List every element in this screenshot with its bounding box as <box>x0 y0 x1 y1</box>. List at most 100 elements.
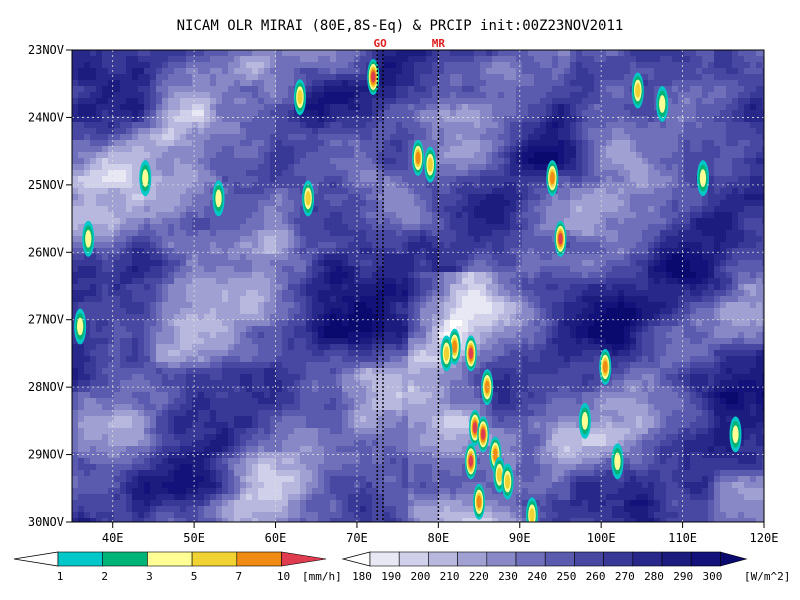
olr-cell <box>318 242 325 249</box>
olr-cell <box>270 380 277 387</box>
olr-cell <box>426 122 433 129</box>
olr-cell <box>96 284 103 291</box>
olr-cell <box>414 272 421 279</box>
olr-cell <box>396 110 403 117</box>
olr-cell <box>186 284 193 291</box>
olr-cell <box>324 176 331 183</box>
olr-cell <box>198 284 205 291</box>
olr-cell <box>222 254 229 261</box>
olr-cell <box>234 266 241 273</box>
olr-cell <box>90 386 97 393</box>
olr-cell <box>432 344 439 351</box>
olr-cell <box>306 374 313 381</box>
olr-cell <box>204 398 211 405</box>
olr-cell <box>258 494 265 501</box>
olr-cell <box>228 218 235 225</box>
olr-cell <box>192 80 199 87</box>
olr-cell <box>414 494 421 501</box>
olr-cell <box>348 296 355 303</box>
olr-cell <box>294 374 301 381</box>
olr-cell <box>144 68 151 75</box>
olr-cell <box>144 230 151 237</box>
olr-cell <box>192 230 199 237</box>
olr-cell <box>90 434 97 441</box>
olr-cell <box>288 92 295 99</box>
olr-cell <box>264 116 271 123</box>
olr-cell <box>198 428 205 435</box>
olr-cell <box>402 308 409 315</box>
olr-cell <box>396 398 403 405</box>
olr-cell <box>408 68 415 75</box>
olr-cell <box>324 122 331 129</box>
olr-cell <box>204 62 211 69</box>
olr-cell <box>126 104 133 111</box>
olr-cell <box>294 128 301 135</box>
olr-cell <box>228 446 235 453</box>
olr-cell <box>162 116 169 123</box>
olr-cell <box>192 278 199 285</box>
olr-cell <box>192 260 199 267</box>
olr-cell <box>282 182 289 189</box>
olr-cell <box>282 452 289 459</box>
olr-cell <box>150 128 157 135</box>
olr-cell <box>120 506 127 513</box>
olr-cell <box>204 422 211 429</box>
olr-cell <box>240 116 247 123</box>
olr-cell <box>228 482 235 489</box>
olr-cell <box>168 314 175 321</box>
olr-cell <box>312 158 319 165</box>
olr-cell <box>156 296 163 303</box>
olr-cell <box>126 494 133 501</box>
olr-cell <box>162 440 169 447</box>
olr-cell <box>258 122 265 129</box>
olr-cell <box>228 140 235 147</box>
olr-cell <box>360 368 367 375</box>
olr-cell <box>420 374 427 381</box>
olr-cell <box>414 518 421 522</box>
olr-cell <box>120 434 127 441</box>
olr-cell <box>342 302 349 309</box>
olr-cell <box>168 308 175 315</box>
olr-cell <box>330 86 337 93</box>
olr-cell <box>120 350 127 357</box>
olr-cell <box>222 332 229 339</box>
olr-cell <box>438 278 445 285</box>
olr-cell <box>192 494 199 501</box>
olr-cell <box>144 422 151 429</box>
olr-cell <box>78 272 85 279</box>
olr-cell <box>174 380 181 387</box>
olr-cell <box>96 434 103 441</box>
olr-cell <box>102 92 109 99</box>
olr-cell <box>300 374 307 381</box>
olr-cell <box>432 362 439 369</box>
olr-cell <box>126 248 133 255</box>
olr-cell <box>204 278 211 285</box>
olr-cell <box>366 146 373 153</box>
olr-cell <box>132 518 139 522</box>
olr-cell <box>156 116 163 123</box>
olr-cell <box>234 110 241 117</box>
olr-cell <box>420 314 427 321</box>
olr-cell <box>420 176 427 183</box>
olr-cell <box>210 236 217 243</box>
olr-cell <box>312 104 319 111</box>
olr-cell <box>246 464 253 471</box>
olr-cell <box>288 164 295 171</box>
olr-cell <box>342 428 349 435</box>
olr-cell <box>372 164 379 171</box>
olr-cell <box>408 344 415 351</box>
olr-cell <box>438 482 445 489</box>
olr-cell <box>72 62 79 69</box>
olr-cell <box>270 398 277 405</box>
olr-cell <box>288 440 295 447</box>
olr-cell <box>246 122 253 129</box>
olr-cell <box>258 56 265 63</box>
olr-cell <box>294 320 301 327</box>
olr-cell <box>432 80 439 87</box>
olr-cell <box>102 476 109 483</box>
olr-cell <box>390 356 397 363</box>
olr-cell <box>414 446 421 453</box>
olr-cell <box>114 518 121 522</box>
olr-cell <box>216 380 223 387</box>
olr-cell <box>150 356 157 363</box>
